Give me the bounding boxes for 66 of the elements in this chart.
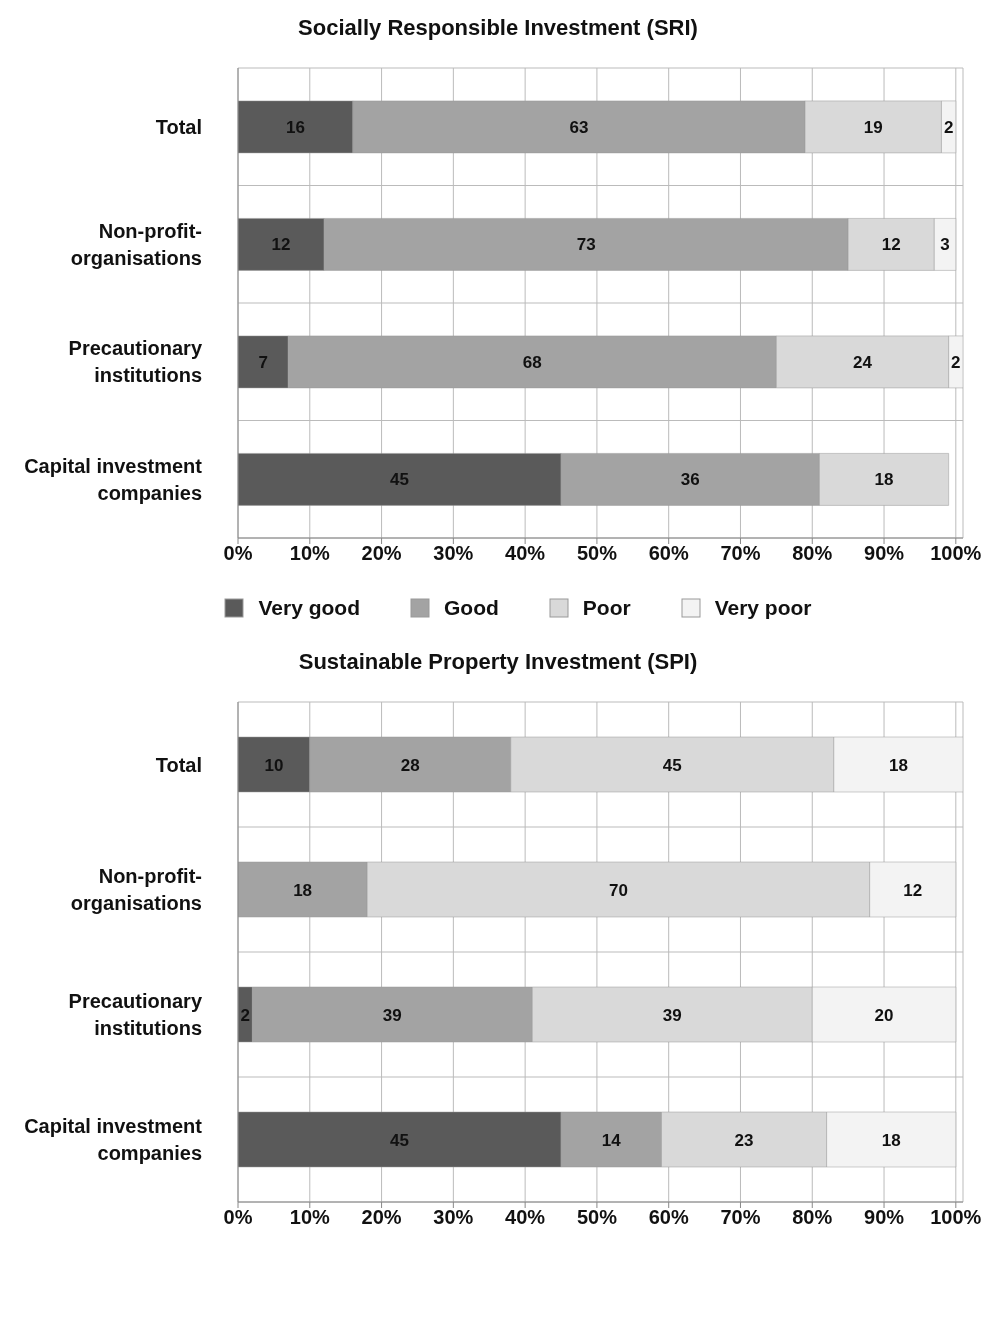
x-tick-label: 50%: [576, 542, 618, 565]
chart-title: Sustainable Property Investment (SPI): [297, 648, 699, 676]
data-label: 19: [863, 117, 883, 137]
data-label: 24: [853, 352, 873, 372]
x-tick-label: 30%: [433, 542, 474, 565]
data-label: 23: [734, 1130, 754, 1150]
x-tick-label: 20%: [361, 542, 402, 565]
data-label: 18: [293, 880, 313, 900]
data-label: 10: [264, 755, 284, 775]
x-tick-label: 80%: [792, 542, 833, 565]
x-tick-label: 70%: [720, 1206, 761, 1229]
legend-label: Very poor: [714, 596, 812, 620]
x-tick-label: 40%: [505, 542, 546, 565]
data-label: 18: [874, 470, 894, 490]
y-tick-label: Non-profit-organisations: [70, 865, 202, 914]
data-label: 45: [390, 1130, 409, 1150]
data-label: 73: [576, 235, 596, 255]
data-label: 2: [951, 352, 961, 372]
data-label: 14: [601, 1130, 622, 1150]
data-label: 28: [400, 755, 420, 775]
data-label: 70: [608, 880, 628, 900]
data-label: 12: [903, 880, 923, 900]
x-tick-label: 70%: [720, 542, 761, 565]
x-tick-label: 10%: [289, 542, 331, 565]
x-tick-label: 90%: [864, 542, 905, 565]
x-tick-label: 50%: [576, 1206, 618, 1229]
x-tick-label: 10%: [289, 1206, 331, 1229]
x-tick-label: 0%: [223, 1206, 253, 1229]
data-label: 45: [390, 470, 409, 490]
legend-label: Poor: [582, 596, 631, 620]
x-tick-label: 100%: [930, 1206, 982, 1229]
y-tick-label: Total: [155, 115, 202, 138]
y-tick-label: Capital investment companies: [24, 1115, 203, 1164]
data-label: 68: [522, 352, 542, 372]
data-label: 2: [943, 117, 954, 137]
legend-label: Very good: [258, 596, 360, 620]
x-tick-label: 40%: [505, 1206, 546, 1229]
y-tick-label: Precautionary institutions: [68, 990, 203, 1039]
data-label: 7: [258, 352, 268, 372]
x-tick-label: 60%: [648, 542, 689, 565]
x-tick-label: 80%: [792, 1206, 833, 1229]
x-tick-label: 0%: [223, 542, 253, 565]
data-label: 45: [662, 755, 682, 775]
data-label: 18: [881, 1130, 901, 1150]
x-tick-label: 90%: [864, 1206, 905, 1229]
x-tick-label: 60%: [648, 1206, 689, 1229]
data-label: 3: [940, 235, 950, 255]
x-tick-label: 30%: [433, 1206, 474, 1229]
data-label: 16: [285, 117, 305, 137]
data-label: 2: [240, 1005, 250, 1025]
data-label: 63: [569, 117, 589, 137]
y-tick-label: Precautionary institutions: [68, 337, 203, 387]
data-label: 36: [680, 470, 700, 490]
data-label: 12: [881, 235, 901, 255]
data-label: 12: [271, 235, 291, 255]
data-label: 39: [382, 1005, 402, 1025]
x-tick-label: 20%: [361, 1206, 402, 1229]
y-tick-label: Capital investment companies: [24, 454, 203, 504]
data-label: 20: [874, 1005, 894, 1025]
legend-label: Good: [443, 596, 499, 620]
x-tick-label: 100%: [930, 542, 982, 565]
y-tick-label: Non-profit-organisations: [70, 219, 202, 269]
y-tick-label: Total: [155, 753, 202, 776]
chart-title: Socially Responsible Investment (SRI): [297, 14, 699, 42]
data-label: 39: [662, 1005, 682, 1025]
data-label: 18: [888, 755, 908, 775]
